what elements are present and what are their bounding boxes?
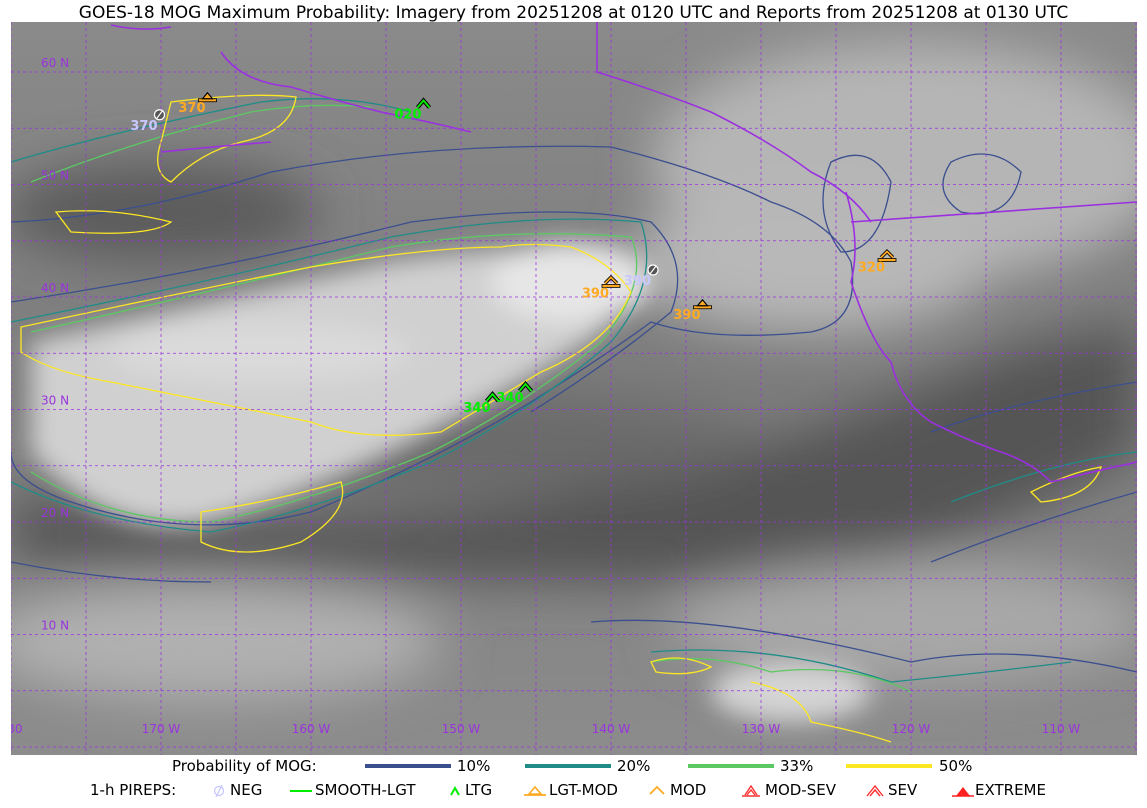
legend-label-33pct: 33% [780,757,814,775]
pirep-mod-icon [877,249,897,262]
legend-label-20pct: 20% [617,757,651,775]
pirep-neg[interactable]: 370 [130,109,166,134]
legend-line-20pct [525,764,611,768]
lon-label: 110 W [1042,722,1081,736]
pirep-altitude: 020 [394,108,421,123]
lon-label: 120 W [892,722,931,736]
lon-label: 140 W [592,722,631,736]
lon-label: 180 [11,722,22,736]
satellite-map: 60 N 50 N 40 N 30 N 20 N 10 N 180 170 W 160 W 15… [11,22,1137,755]
legend-pirep-ltg: LTG [465,781,493,799]
pirep-lgt-mod[interactable]: 370 [178,91,217,116]
sev-icon [866,784,884,797]
extreme-icon [952,787,974,797]
contour-20pct [650,451,1137,683]
legend-pirep-mod-sev: MOD-SEV [765,781,836,799]
pirep-ltg[interactable]: 340 [463,391,501,416]
legend-pirep-sev: SEV [888,781,918,799]
pirep-altitude: 340 [496,391,523,406]
contour-50pct [54,94,297,234]
legend-pirep-neg: NEG [230,781,263,799]
mod-caret-icon [649,785,665,795]
pirep-altitude: 340 [463,401,490,416]
legend-pirep-smooth-lgt: SMOOTH-LGT [315,781,416,799]
pirep-lgt-mod-icon [198,91,217,103]
legend-line-10pct [365,764,451,768]
smooth-line-icon [290,790,312,792]
lgt-mod-triangle-icon [524,785,546,796]
pirep-markers: 370 370 020 340 340 390 390 390 320 [130,91,897,416]
pirep-ltg[interactable]: 340 [496,380,534,406]
coastlines [110,22,1137,483]
pirep-mod-icon [601,274,621,288]
pirep-altitude: 390 [673,308,700,323]
pirep-lgt-mod-icon [693,298,712,310]
mod-sev-icon [742,784,760,797]
lon-label: 170 W [142,722,181,736]
contour-10pct [11,211,679,413]
lon-label: 130 W [742,722,781,736]
neg-circle-slash-icon [213,784,225,798]
pirep-altitude: 390 [582,286,609,301]
legend-label-10pct: 10% [457,757,491,775]
pirep-altitude: 370 [130,119,157,134]
pirep-mod[interactable]: 320 [858,249,897,276]
legend-line-50pct [846,764,932,768]
latitude-labels: 60 N 50 N 40 N 30 N 20 N 10 N [41,56,69,633]
legend-pirep-lgt-mod: LGT-MOD [549,781,618,799]
lat-label: 40 N [41,281,69,295]
longitude-labels: 180 170 W 160 W 150 W 140 W 130 W 120 W 110 W [11,722,1080,736]
lon-label: 160 W [292,722,331,736]
pirep-altitude: 370 [178,101,205,116]
pirep-ltg-icon [517,380,534,393]
pirep-ltg-icon [415,97,432,109]
pirep-lgt-mod[interactable]: 390 [673,298,712,323]
contour-50pct [200,466,1102,743]
pirep-altitude: 320 [858,261,885,276]
satellite-imagery [11,22,1137,755]
pirep-mod[interactable]: 390 [582,274,621,301]
legend-prob-label: Probability of MOG: [172,757,317,775]
contour-10pct [822,153,1022,253]
lon-label: 150 W [442,722,481,736]
lat-label: 30 N [41,394,69,408]
lat-label: 20 N [41,506,69,520]
legend-line-33pct [688,764,774,768]
legend-pirep-label: 1-h PIREPS: [90,781,177,799]
legend-label-50pct: 50% [939,757,973,775]
figure-title: GOES-18 MOG Maximum Probability: Imagery… [78,3,1069,23]
contour-10pct [11,381,1137,673]
lat-lon-grid [11,22,1137,755]
contour-33pct [30,104,638,523]
pirep-altitude: 390 [624,274,651,289]
contour-50pct [20,243,632,436]
pirep-ltg[interactable]: 020 [394,97,432,123]
pirep-neg[interactable]: 390 [624,264,659,289]
contour-33pct [650,658,912,693]
pirep-neg-icon [647,264,659,276]
lat-label: 60 N [41,56,69,70]
ltg-caret-icon [450,785,460,796]
lat-label: 50 N [41,169,69,183]
pirep-ltg-icon [484,391,501,403]
lat-label: 10 N [41,619,69,633]
legend-pirep-extreme: EXTREME [975,781,1046,799]
legend-pirep-mod: MOD [670,781,707,799]
pirep-neg-icon [153,109,166,121]
